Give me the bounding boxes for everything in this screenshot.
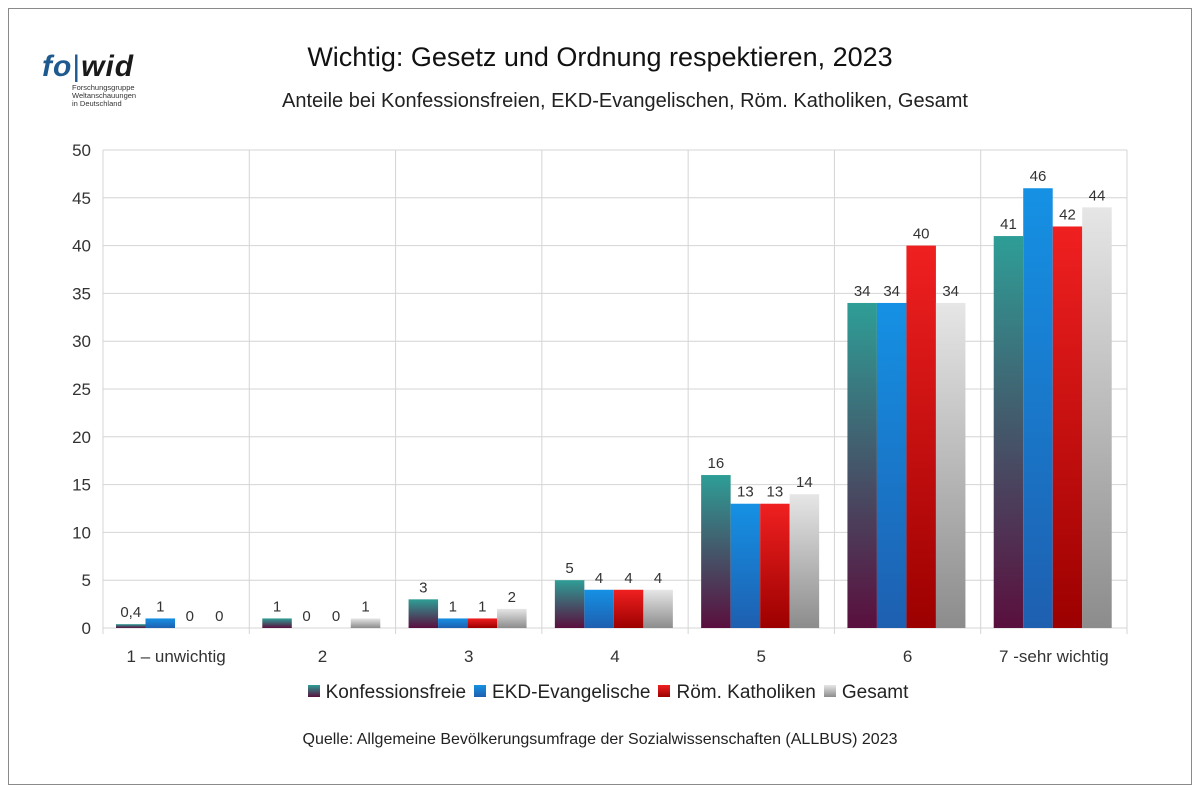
x-tick-label: 1 – unwichtig bbox=[127, 647, 226, 666]
y-tick-label: 45 bbox=[72, 189, 91, 208]
bar bbox=[262, 618, 292, 628]
x-tick-label: 7 -sehr wichtig bbox=[999, 647, 1109, 666]
x-tick-label: 6 bbox=[903, 647, 912, 666]
bar bbox=[643, 589, 673, 628]
logo-fo: fo bbox=[42, 50, 73, 83]
logo-separator: | bbox=[72, 50, 82, 83]
bar bbox=[906, 245, 936, 628]
data-label: 4 bbox=[595, 570, 603, 587]
data-label: 13 bbox=[737, 484, 754, 501]
bar bbox=[1082, 207, 1112, 629]
data-label: 0 bbox=[332, 608, 340, 625]
logo-wordmark: fo|wid bbox=[42, 50, 134, 84]
data-label: 42 bbox=[1059, 206, 1076, 223]
bar bbox=[847, 302, 877, 628]
data-label: 1 bbox=[156, 598, 164, 615]
data-label: 3 bbox=[419, 579, 427, 596]
bar bbox=[613, 589, 644, 628]
chart-title: Wichtig: Gesetz und Ordnung respektieren… bbox=[307, 42, 893, 72]
legend-swatch bbox=[307, 684, 320, 697]
logo-sub-line: Forschungsgruppe bbox=[72, 83, 135, 92]
y-tick-label: 0 bbox=[82, 619, 91, 638]
data-label: 14 bbox=[796, 474, 813, 491]
legend-label: Gesamt bbox=[841, 682, 909, 703]
bar bbox=[935, 302, 966, 628]
x-tick-label: 2 bbox=[318, 647, 327, 666]
data-label: 41 bbox=[1000, 216, 1017, 233]
data-label: 1 bbox=[273, 598, 281, 615]
bar bbox=[497, 608, 527, 628]
legend-swatch bbox=[823, 684, 836, 697]
data-label: 1 bbox=[361, 598, 369, 615]
legend-swatch bbox=[658, 684, 671, 697]
legend-item: Röm. Katholiken bbox=[658, 682, 816, 704]
bar bbox=[350, 618, 381, 628]
bar bbox=[145, 618, 175, 628]
legend-label: Röm. Katholiken bbox=[676, 682, 816, 703]
data-label: 0,4 bbox=[120, 604, 141, 621]
chart-legend: Konfessionsfreie EKD-Evangelische Röm. Kat… bbox=[0, 682, 1200, 704]
data-label: 1 bbox=[449, 598, 457, 615]
data-label: 2 bbox=[508, 589, 516, 606]
logo-wid: wid bbox=[81, 50, 135, 83]
y-tick-label: 10 bbox=[72, 523, 91, 542]
bar bbox=[438, 618, 468, 628]
data-label: 1 bbox=[478, 598, 486, 615]
data-label: 34 bbox=[883, 283, 900, 300]
data-label: 46 bbox=[1030, 168, 1047, 185]
legend-swatch bbox=[474, 684, 487, 697]
legend-label: EKD-Evangelische bbox=[492, 682, 651, 703]
data-label: 4 bbox=[654, 570, 662, 587]
chart-subtitle: Anteile bei Konfessionsfreien, EKD-Evang… bbox=[282, 90, 968, 112]
bar bbox=[993, 236, 1024, 629]
logo-subtitle: Forschungsgruppe Weltanschauungen in Deu… bbox=[72, 84, 162, 108]
data-label: 34 bbox=[942, 283, 959, 300]
bar bbox=[554, 580, 585, 628]
y-tick-label: 35 bbox=[72, 284, 91, 303]
legend-item: Konfessionsfreie bbox=[307, 682, 467, 704]
data-label: 44 bbox=[1089, 187, 1106, 204]
bar bbox=[789, 494, 820, 628]
bar bbox=[730, 503, 761, 628]
logo-sub-line: Weltanschauungen bbox=[72, 91, 137, 100]
fowid-logo: fo|wid Forschungsgruppe Weltanschauungen… bbox=[42, 50, 152, 120]
x-tick-label: 3 bbox=[464, 647, 473, 666]
y-tick-label: 30 bbox=[72, 332, 91, 351]
bar bbox=[584, 589, 614, 628]
y-tick-label: 50 bbox=[72, 141, 91, 160]
bar bbox=[1023, 188, 1053, 629]
data-label: 0 bbox=[186, 608, 194, 625]
logo-sub-line: in Deutschland bbox=[72, 99, 122, 108]
legend-item: EKD-Evangelische bbox=[474, 682, 650, 704]
bar bbox=[760, 503, 790, 628]
x-tick-label: 5 bbox=[757, 647, 766, 666]
bar bbox=[116, 624, 146, 628]
bar bbox=[408, 599, 439, 628]
data-label: 34 bbox=[854, 283, 871, 300]
y-tick-label: 40 bbox=[72, 237, 91, 256]
data-label: 13 bbox=[767, 484, 784, 501]
data-label: 40 bbox=[913, 226, 930, 243]
bar bbox=[1052, 226, 1083, 629]
data-label: 4 bbox=[624, 570, 632, 587]
bar bbox=[467, 618, 498, 628]
y-tick-label: 5 bbox=[82, 571, 91, 590]
y-tick-label: 20 bbox=[72, 428, 91, 447]
legend-label: Konfessionsfreie bbox=[325, 682, 467, 703]
data-label: 16 bbox=[708, 455, 725, 472]
x-tick-label: 4 bbox=[610, 647, 619, 666]
bar bbox=[701, 475, 731, 628]
data-label: 5 bbox=[565, 560, 573, 577]
source-note: Quelle: Allgemeine Bevölkerungsumfrage d… bbox=[302, 731, 898, 748]
y-tick-label: 15 bbox=[72, 476, 91, 495]
data-label: 0 bbox=[302, 608, 310, 625]
data-label: 0 bbox=[215, 608, 223, 625]
legend-item: Gesamt bbox=[823, 682, 909, 704]
bar bbox=[876, 302, 907, 628]
y-tick-label: 25 bbox=[72, 380, 91, 399]
